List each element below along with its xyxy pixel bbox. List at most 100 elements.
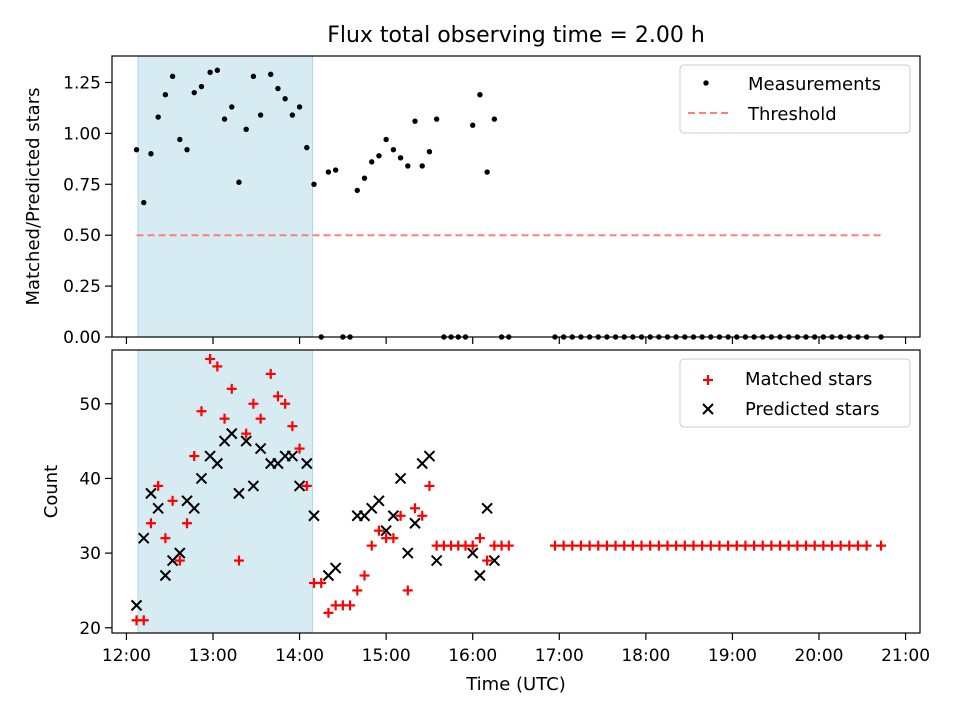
- predicted-star-point: [481, 502, 493, 515]
- matched-star-point: [359, 570, 370, 581]
- measurement-point: [491, 116, 498, 122]
- matched-star-point: [731, 540, 742, 551]
- predicted-star-point: [188, 502, 200, 515]
- matched-star-point: [241, 428, 252, 439]
- matched-star-point: [482, 555, 493, 566]
- observing-window-shade: [137, 55, 314, 338]
- y-tick-label: 20: [79, 619, 101, 639]
- ratio-legend-box: [679, 64, 911, 134]
- matched-star-point: [160, 533, 171, 544]
- matched-star-point: [323, 607, 334, 618]
- predicted-star-point: [301, 457, 313, 470]
- measurement-point: [268, 71, 274, 78]
- measurement-point: [141, 199, 147, 206]
- matched-star-point: [402, 585, 413, 596]
- predicted-star-point: [380, 524, 392, 537]
- x-tick-label: 12:00: [102, 646, 151, 666]
- matched-star-point: [182, 518, 193, 529]
- predicted-star-point: [423, 450, 436, 462]
- measurement-point: [376, 153, 382, 159]
- matched-star-point: [679, 540, 690, 551]
- measurement-point: [148, 151, 154, 157]
- matched-star-point: [610, 540, 621, 551]
- predicted-star-point: [226, 427, 238, 440]
- figure-title: Flux total observing time = 2.00 h: [327, 23, 705, 48]
- count-y-axis-label: Count: [41, 465, 62, 518]
- matched-star-point: [818, 540, 829, 551]
- predicted-star-point: [174, 547, 186, 559]
- matched-star-point: [373, 525, 384, 536]
- predicted-star-point: [409, 517, 421, 529]
- predicted-star-point: [394, 472, 407, 485]
- matched-star-point: [567, 540, 578, 551]
- predicted-star-point: [247, 480, 260, 492]
- matched-star-point: [558, 540, 569, 551]
- matched-star-point: [167, 495, 178, 506]
- measurement-point: [361, 175, 368, 181]
- measurement-point: [426, 149, 433, 155]
- measurement-point: [325, 169, 332, 175]
- matched-star-point: [801, 540, 812, 551]
- matched-star-point: [757, 540, 768, 551]
- predicted-star-point: [159, 569, 172, 582]
- matched-star-point: [636, 540, 647, 551]
- measurement-point: [390, 146, 397, 153]
- y-tick-label: 0.25: [63, 277, 101, 297]
- legend-predicted-marker: [702, 403, 714, 415]
- matched-star-point: [294, 443, 305, 454]
- measurement-point: [405, 163, 411, 169]
- measurement-point: [354, 187, 360, 194]
- matched-star-point: [826, 540, 837, 551]
- matched-star-point: [593, 540, 604, 551]
- x-axis-label: Time (UTC): [465, 674, 566, 695]
- ratio-panel: 0.00 0.25 0.50 0.75 1.00 1.25 Matched/Predict…: [23, 55, 921, 348]
- predicted-star-point: [474, 569, 486, 582]
- measurement-point: [250, 73, 257, 80]
- measurement-point: [162, 91, 169, 98]
- predicted-star-point: [254, 442, 267, 455]
- count-legend: Matched stars Predicted stars: [679, 358, 911, 428]
- matched-star-point: [366, 540, 377, 551]
- measurement-point: [191, 89, 197, 96]
- x-tick-label: 15:00: [362, 646, 411, 666]
- legend-measurements-label: Measurements: [748, 74, 881, 95]
- predicted-star-point: [138, 532, 150, 544]
- measurement-point: [257, 112, 264, 118]
- matched-star-point: [601, 540, 612, 551]
- measurement-point: [477, 91, 483, 98]
- matched-star-point: [852, 540, 863, 551]
- x-tick-label: 21:00: [881, 646, 930, 666]
- ratio-legend: Measurements Threshold: [679, 64, 911, 134]
- matched-star-point: [662, 540, 673, 551]
- matched-star-point: [233, 555, 244, 566]
- matched-star-point: [138, 615, 149, 626]
- measurement-point: [304, 144, 310, 151]
- count-panel-frame: [111, 349, 921, 634]
- predicted-star-point: [152, 502, 164, 515]
- measurement-point: [383, 136, 389, 143]
- count-legend-box: [679, 358, 911, 428]
- matched-star-point: [395, 510, 406, 521]
- measurement-point: [311, 181, 317, 187]
- predicted-star-point: [145, 487, 157, 500]
- predicted-star-point: [430, 554, 443, 567]
- matched-star-point: [280, 398, 291, 409]
- measurement-point: [207, 69, 213, 75]
- measurement-point: [412, 118, 418, 124]
- matched-star-point: [153, 480, 164, 491]
- measurement-point: [155, 114, 161, 120]
- x-tick-label: 13:00: [189, 646, 238, 666]
- y-tick-label: 0.00: [63, 328, 101, 348]
- matched-star-point: [549, 540, 560, 551]
- matched-star-point: [584, 540, 595, 551]
- y-tick-label: 30: [79, 544, 101, 564]
- matched-star-point: [410, 503, 420, 514]
- predicted-star-point: [195, 472, 208, 485]
- matched-star-point: [740, 540, 751, 551]
- matched-star-point: [196, 406, 207, 417]
- matched-star-point: [272, 391, 283, 402]
- legend-predicted-label: Predicted stars: [745, 399, 879, 420]
- measurement-point: [397, 155, 404, 161]
- matched-star-point: [714, 540, 725, 551]
- measurement-point: [282, 96, 288, 102]
